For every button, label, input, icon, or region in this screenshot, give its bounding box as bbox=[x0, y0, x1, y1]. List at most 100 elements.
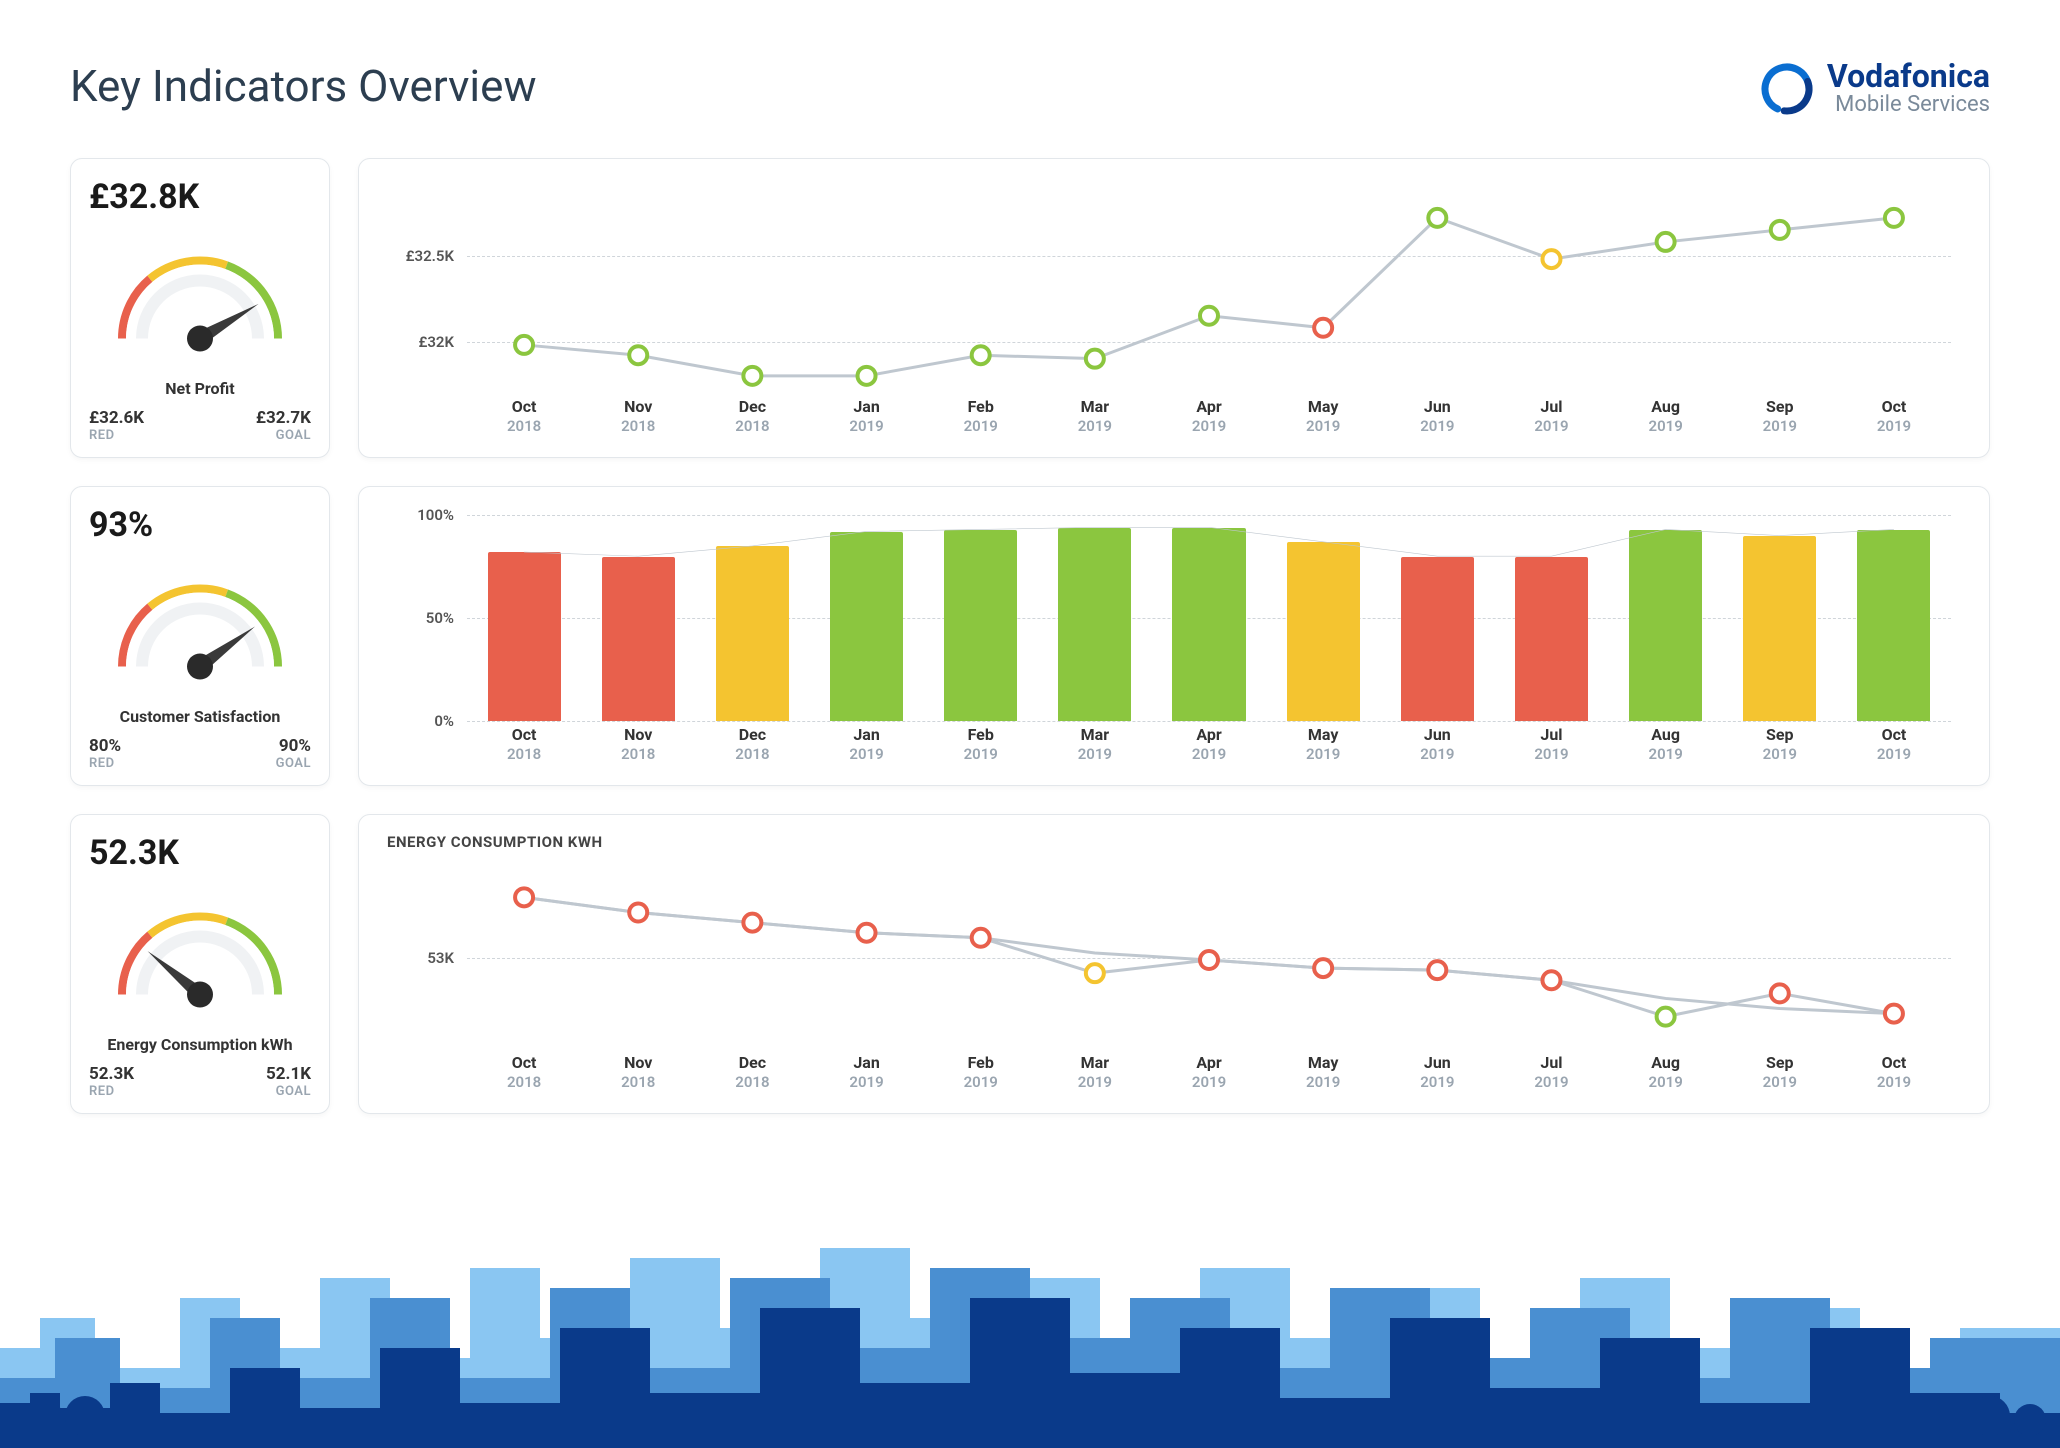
y-tick-label: 50% bbox=[426, 609, 454, 627]
x-tick-label: Jun2019 bbox=[1380, 397, 1494, 443]
data-point bbox=[1657, 233, 1675, 251]
x-tick-label: Sep2019 bbox=[1723, 1053, 1837, 1099]
x-tick-label: Apr2019 bbox=[1152, 397, 1266, 443]
y-tick-label: 100% bbox=[417, 506, 454, 524]
gauge-card-energy-consumption: 52.3K Energy Consumption kWh 52.3K RED 5… bbox=[70, 814, 330, 1114]
chart-area: 100%50%0%Oct2018Nov2018Dec2018Jan2019Feb… bbox=[387, 505, 1961, 771]
chart-area: £32.5K £32K Oct2018Nov2018Dec2018Jan2019Fe… bbox=[387, 177, 1961, 443]
gauge-goal-value: £32.7K bbox=[256, 408, 311, 428]
data-point bbox=[515, 336, 533, 354]
x-tick-label: Oct2019 bbox=[1837, 725, 1951, 771]
x-tick-label: Dec2018 bbox=[695, 397, 809, 443]
x-tick-label: Feb2019 bbox=[924, 725, 1038, 771]
chart-area: 53KOct2018Nov2018Dec2018Jan2019Feb2019Ma… bbox=[387, 857, 1961, 1099]
gauge-value: 93% bbox=[89, 505, 311, 545]
gauge-goal-label: GOAL bbox=[276, 756, 311, 771]
chart-subtitle: ENERGY CONSUMPTION KWH bbox=[387, 833, 1961, 851]
data-point bbox=[1200, 307, 1218, 325]
data-point bbox=[1885, 209, 1903, 227]
chart-card-energy-consumption: ENERGY CONSUMPTION KWH 53KOct2018Nov2018D… bbox=[358, 814, 1990, 1114]
gauge-goal-value: 90% bbox=[276, 736, 311, 756]
data-point bbox=[1428, 209, 1446, 227]
data-point bbox=[1314, 960, 1332, 978]
x-tick-label: Nov2018 bbox=[581, 397, 695, 443]
x-tick-label: Nov2018 bbox=[581, 725, 695, 771]
data-point bbox=[858, 924, 876, 942]
x-tick-label: Aug2019 bbox=[1609, 397, 1723, 443]
gauge-card-net-profit: £32.8K Net Profit £32.6K RED £32.7K GOAL bbox=[70, 158, 330, 458]
kpi-row-energy-consumption: 52.3K Energy Consumption kWh 52.3K RED 5… bbox=[70, 814, 1990, 1114]
page-title: Key Indicators Overview bbox=[70, 60, 537, 112]
gauge-icon bbox=[89, 873, 311, 1045]
data-point bbox=[1885, 1005, 1903, 1023]
gauge-goal-label: GOAL bbox=[256, 428, 311, 443]
x-tick-label: May2019 bbox=[1266, 1053, 1380, 1099]
gauge-goal-label: GOAL bbox=[266, 1084, 311, 1099]
x-tick-label: Dec2018 bbox=[695, 725, 809, 771]
x-tick-label: Oct2019 bbox=[1837, 397, 1951, 443]
x-tick-label: Aug2019 bbox=[1609, 725, 1723, 771]
chart-plot bbox=[467, 515, 1951, 721]
x-tick-label: Jan2019 bbox=[809, 1053, 923, 1099]
gauge-card-customer-satisfaction: 93% Customer Satisfaction 80% RED 90% GO… bbox=[70, 486, 330, 786]
chart-plot bbox=[467, 187, 1951, 393]
data-point bbox=[1542, 250, 1560, 268]
gauge-goal-value: 52.1K bbox=[266, 1064, 311, 1084]
gauge-red-value: 52.3K bbox=[89, 1064, 134, 1084]
x-tick-label: May2019 bbox=[1266, 725, 1380, 771]
data-point bbox=[1771, 985, 1789, 1003]
x-tick-label: Mar2019 bbox=[1038, 725, 1152, 771]
y-tick-label: £32.5K bbox=[406, 247, 454, 265]
gauge-red-label: RED bbox=[89, 756, 121, 771]
kpi-row-net-profit: £32.8K Net Profit £32.6K RED £32.7K GOAL… bbox=[70, 158, 1990, 458]
x-tick-label: Jun2019 bbox=[1380, 1053, 1494, 1099]
x-tick-label: Sep2019 bbox=[1723, 725, 1837, 771]
y-tick-label: £32K bbox=[418, 333, 454, 351]
data-point bbox=[743, 367, 761, 385]
x-tick-label: Apr2019 bbox=[1152, 1053, 1266, 1099]
kpi-row-customer-satisfaction: 93% Customer Satisfaction 80% RED 90% GO… bbox=[70, 486, 1990, 786]
data-point bbox=[1086, 350, 1104, 368]
gauge-red-value: £32.6K bbox=[89, 408, 144, 428]
gauge-red-label: RED bbox=[89, 1084, 134, 1099]
x-tick-label: Jul2019 bbox=[1494, 397, 1608, 443]
chart-card-customer-satisfaction: 100%50%0%Oct2018Nov2018Dec2018Jan2019Feb… bbox=[358, 486, 1990, 786]
gauge-value: £32.8K bbox=[89, 177, 311, 217]
brand: Vodafonica Mobile Services bbox=[1759, 60, 1990, 118]
y-tick-label: 53K bbox=[427, 949, 454, 967]
brand-sub: Mobile Services bbox=[1827, 92, 1990, 118]
data-point bbox=[972, 347, 990, 365]
x-tick-label: May2019 bbox=[1266, 397, 1380, 443]
gauge-icon bbox=[89, 217, 311, 389]
x-tick-label: Jan2019 bbox=[809, 397, 923, 443]
x-tick-label: Oct2018 bbox=[467, 725, 581, 771]
gauge-value: 52.3K bbox=[89, 833, 311, 873]
data-point bbox=[1771, 221, 1789, 239]
x-tick-label: Dec2018 bbox=[695, 1053, 809, 1099]
x-tick-label: Aug2019 bbox=[1609, 1053, 1723, 1099]
data-point bbox=[1200, 951, 1218, 969]
data-point bbox=[1086, 965, 1104, 983]
data-point bbox=[629, 904, 647, 922]
brand-logo-icon bbox=[1759, 61, 1815, 117]
chart-card-net-profit: £32.5K £32K Oct2018Nov2018Dec2018Jan2019Fe… bbox=[358, 158, 1990, 458]
gauge-red-value: 80% bbox=[89, 736, 121, 756]
x-tick-label: Mar2019 bbox=[1038, 397, 1152, 443]
data-point bbox=[1657, 1008, 1675, 1026]
data-point bbox=[515, 889, 533, 907]
data-point bbox=[629, 347, 647, 365]
x-tick-label: Oct2018 bbox=[467, 397, 581, 443]
x-tick-label: Jun2019 bbox=[1380, 725, 1494, 771]
y-tick-label: 0% bbox=[434, 712, 454, 730]
data-point bbox=[1542, 972, 1560, 990]
x-tick-label: Feb2019 bbox=[924, 397, 1038, 443]
data-point bbox=[858, 367, 876, 385]
x-tick-label: Oct2019 bbox=[1837, 1053, 1951, 1099]
x-tick-label: Nov2018 bbox=[581, 1053, 695, 1099]
skyline-decoration bbox=[0, 1228, 2060, 1448]
x-tick-label: Mar2019 bbox=[1038, 1053, 1152, 1099]
gauge-red-label: RED bbox=[89, 428, 144, 443]
x-tick-label: Feb2019 bbox=[924, 1053, 1038, 1099]
x-tick-label: Sep2019 bbox=[1723, 397, 1837, 443]
data-point bbox=[1314, 319, 1332, 337]
